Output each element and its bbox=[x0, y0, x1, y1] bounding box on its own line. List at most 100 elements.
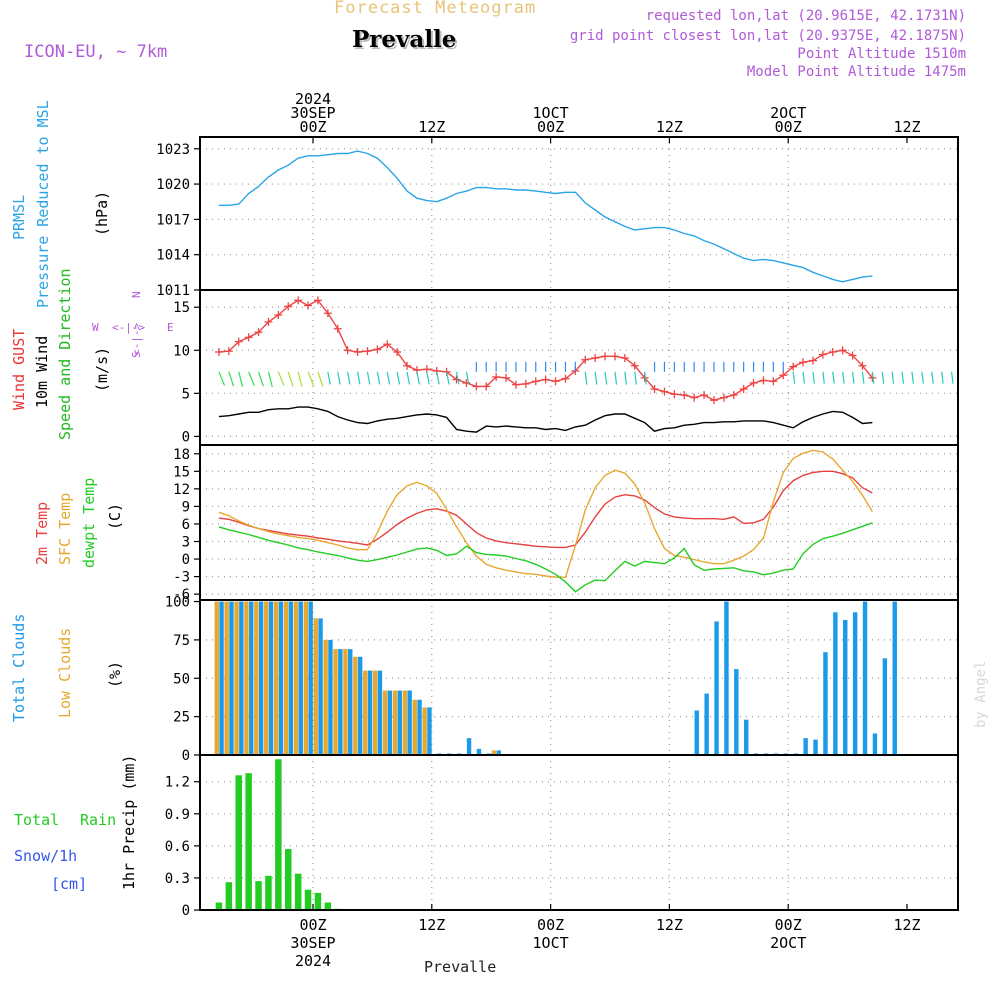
precip-ylabel: 1hr Precip (mm) bbox=[120, 755, 138, 890]
gust-marker bbox=[274, 310, 283, 319]
wind-direction-arrow bbox=[594, 371, 598, 385]
gust-marker bbox=[472, 382, 481, 391]
wind-direction-arrow bbox=[842, 371, 845, 384]
gust-marker bbox=[502, 373, 511, 382]
bar-total-clouds bbox=[882, 658, 888, 755]
wind-speed-dir-label: Speed and Direction bbox=[56, 268, 74, 440]
bar-low-clouds bbox=[402, 690, 408, 755]
gust-marker bbox=[511, 380, 520, 389]
bar-rain bbox=[275, 759, 282, 910]
y-tick-label: 0.9 bbox=[165, 807, 190, 823]
series-line-10m-wind bbox=[218, 406, 873, 433]
wind-direction-arrow bbox=[644, 371, 647, 385]
bar-low-clouds bbox=[293, 601, 299, 755]
time-label-bottom: 30SEP bbox=[290, 934, 335, 952]
gust-marker bbox=[393, 348, 402, 356]
bar-total-clouds bbox=[417, 699, 422, 755]
y-tick-label: 0 bbox=[182, 903, 190, 919]
wind-gust-label: Wind GUST bbox=[10, 329, 28, 410]
bar-rain bbox=[324, 902, 332, 910]
gust-marker bbox=[769, 377, 778, 386]
gust-marker bbox=[521, 379, 530, 388]
bar-low-clouds bbox=[343, 649, 348, 755]
wind-direction-arrow bbox=[228, 371, 235, 387]
wind-labels: Wind GUST 10m Wind Speed and Direction (… bbox=[10, 268, 174, 440]
gust-marker bbox=[818, 350, 827, 359]
bar-total-clouds bbox=[407, 690, 412, 755]
wind-direction-arrow bbox=[465, 371, 470, 385]
pressure-labels: PRMSL Pressure Reduced to MSL (hPa) bbox=[10, 100, 111, 308]
bar-low-clouds bbox=[412, 699, 417, 755]
bar-rain bbox=[294, 873, 302, 910]
bar-total-clouds bbox=[219, 601, 224, 755]
bar-low-clouds bbox=[224, 601, 229, 755]
footer-place: Prevalle bbox=[424, 958, 496, 976]
y-tick-label: 18 bbox=[173, 447, 190, 463]
wind-direction-arrow bbox=[851, 371, 855, 384]
wind-direction-arrow bbox=[277, 371, 285, 386]
gust-marker bbox=[333, 324, 342, 333]
bar-total-clouds bbox=[288, 601, 294, 755]
time-label-bottom: 2OCT bbox=[770, 934, 806, 952]
temp-2m-label: 2m Temp bbox=[33, 502, 51, 565]
grid-layer bbox=[200, 137, 958, 910]
gust-marker bbox=[581, 355, 590, 364]
gust-marker bbox=[551, 377, 560, 386]
y-tick-label: 1020 bbox=[156, 177, 190, 193]
series-line-prmsl bbox=[218, 150, 873, 283]
bar-total-clouds bbox=[833, 612, 838, 755]
bar-rain bbox=[235, 775, 242, 910]
y-tick-label: 0 bbox=[182, 429, 190, 445]
bar-low-clouds bbox=[254, 601, 259, 755]
gust-marker bbox=[214, 348, 223, 356]
y-tick-label: 1.2 bbox=[165, 775, 190, 791]
bar-total-clouds bbox=[813, 739, 818, 755]
gust-marker bbox=[759, 376, 768, 385]
bar-total-clouds bbox=[823, 652, 828, 755]
wind-10m-label: 10m Wind bbox=[33, 336, 51, 408]
bar-total-clouds bbox=[258, 601, 264, 755]
bar-total-clouds bbox=[466, 738, 472, 755]
bar-total-clouds bbox=[862, 601, 868, 755]
bar-total-clouds bbox=[239, 601, 244, 755]
bar-rain bbox=[304, 889, 312, 910]
time-label-bottom: 00Z bbox=[775, 916, 802, 934]
bar-low-clouds bbox=[244, 601, 249, 755]
wind-direction-arrow bbox=[376, 371, 381, 385]
wind-direction-arrow bbox=[446, 371, 450, 385]
time-label-top: 12Z bbox=[656, 118, 683, 136]
y-tick-label: 0 bbox=[182, 552, 190, 568]
time-label-bottom: 1OCT bbox=[533, 934, 569, 952]
series-line-dewpt-temp bbox=[218, 522, 873, 593]
bar-rain bbox=[285, 849, 292, 910]
gust-marker bbox=[858, 361, 867, 370]
wind-direction-arrow bbox=[238, 371, 244, 387]
precip-rain-label: Rain bbox=[80, 811, 116, 829]
gust-marker bbox=[403, 361, 412, 370]
gust-marker bbox=[373, 345, 382, 354]
gust-marker bbox=[700, 391, 709, 400]
compass-n: N bbox=[130, 291, 143, 298]
wind-direction-arrow bbox=[366, 371, 371, 385]
gust-marker bbox=[462, 379, 471, 387]
panel-frame bbox=[199, 754, 959, 911]
gust-marker bbox=[561, 374, 570, 383]
requested-coords: requested lon,lat (20.9615E, 42.1731N) bbox=[645, 8, 966, 24]
y-tick-label: 12 bbox=[173, 482, 190, 498]
time-label-top: 30SEP bbox=[290, 104, 335, 122]
temp-unit: (C) bbox=[106, 503, 124, 530]
bar-total-clouds bbox=[278, 601, 284, 755]
gust-marker bbox=[492, 372, 501, 381]
time-label-bottom: 00Z bbox=[299, 916, 326, 934]
gust-marker bbox=[383, 340, 392, 349]
point-altitude: Point Altitude 1510m bbox=[797, 46, 966, 62]
gust-marker bbox=[323, 309, 332, 318]
wind-direction-arrow bbox=[624, 371, 628, 385]
wind-direction-arrow bbox=[436, 371, 440, 385]
temp-sfc-label: SFC Temp bbox=[56, 493, 74, 565]
time-label-top: 00Z bbox=[775, 118, 802, 136]
y-tick-label: 3 bbox=[182, 535, 190, 551]
y-tick-label: -3 bbox=[173, 570, 190, 586]
wind-direction-arrow bbox=[911, 371, 915, 384]
